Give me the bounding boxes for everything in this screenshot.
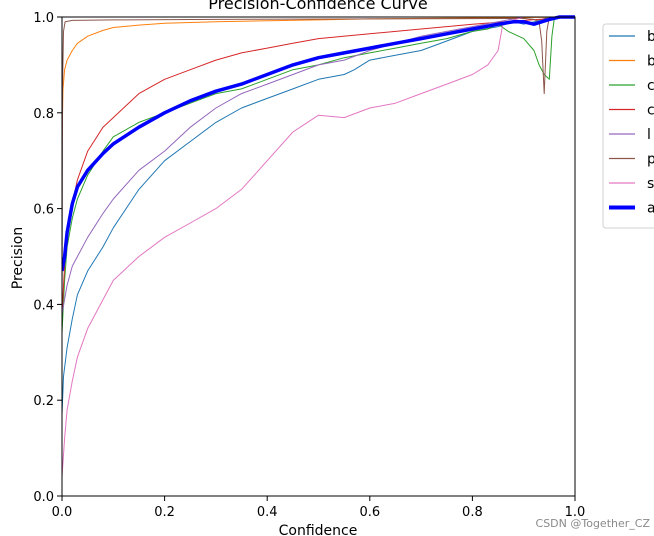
x-tick-label: 0.8: [462, 505, 483, 520]
watermark: CSDN @Together_CZ: [535, 517, 650, 530]
legend-label-1: b: [647, 54, 654, 70]
y-tick-label: 1.0: [33, 11, 54, 26]
legend-label-3: c: [647, 103, 654, 119]
y-axis-label: Precision: [10, 227, 26, 289]
x-tick-label: 0.4: [257, 505, 278, 520]
x-tick-label: 0.0: [52, 505, 73, 520]
y-tick-label: 0.8: [33, 107, 54, 122]
legend-label-5: p: [647, 152, 654, 168]
x-tick-label: 0.2: [154, 505, 175, 520]
x-axis-label: Confidence: [279, 523, 358, 536]
x-tick-label: 1.0: [565, 505, 586, 520]
plot-area: [62, 15, 575, 477]
legend-label-6: s: [647, 176, 654, 192]
y-tick-label: 0.0: [33, 490, 54, 505]
x-axis: 0.0 0.2 0.4 0.6 0.8 1.0: [52, 496, 586, 520]
series-line-4: [62, 16, 575, 315]
legend-label-2: c: [647, 78, 654, 94]
y-tick-label: 0.6: [33, 203, 54, 218]
series-line-5: [62, 16, 575, 329]
y-axis: 0.0 0.2 0.4 0.6 0.8 1.0: [33, 11, 62, 505]
legend-label-7: a: [647, 201, 654, 217]
series-line-6: [62, 16, 575, 477]
legend-box: [602, 23, 654, 229]
series-line-0: [62, 16, 575, 415]
y-tick-label: 0.2: [33, 394, 54, 409]
chart-title: Precision-Confidence Curve: [208, 0, 427, 13]
y-tick-label: 0.4: [33, 298, 54, 313]
series-line-3: [62, 16, 575, 315]
legend-label-0: b: [647, 29, 654, 45]
series-line-7: [62, 15, 575, 272]
legend-label-4: l: [647, 127, 651, 143]
plot-frame: [61, 16, 576, 497]
x-tick-label: 0.6: [359, 505, 380, 520]
